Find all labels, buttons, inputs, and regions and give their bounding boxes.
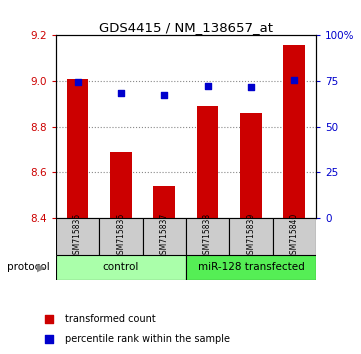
Bar [229, 218, 273, 255]
Point [248, 85, 254, 90]
Title: GDS4415 / NM_138657_at: GDS4415 / NM_138657_at [99, 21, 273, 34]
Text: percentile rank within the sample: percentile rank within the sample [65, 334, 230, 344]
Point [161, 92, 167, 97]
Bar [197, 106, 218, 218]
Bar [283, 45, 305, 218]
Point [205, 83, 210, 88]
Bar [67, 79, 88, 218]
Text: miR-128 transfected: miR-128 transfected [197, 262, 304, 272]
Point [75, 79, 81, 85]
Point [291, 77, 297, 83]
Text: ▶: ▶ [37, 262, 46, 272]
Text: protocol: protocol [7, 262, 50, 272]
Text: GSM715835: GSM715835 [73, 213, 82, 259]
Text: GSM715840: GSM715840 [290, 213, 299, 259]
Bar [99, 218, 143, 255]
Bar [153, 186, 175, 218]
Point [118, 90, 124, 96]
Text: GSM715836: GSM715836 [117, 213, 125, 259]
Bar [186, 218, 229, 255]
Bar [186, 255, 316, 280]
Text: control: control [103, 262, 139, 272]
Text: GSM715838: GSM715838 [203, 213, 212, 259]
Bar [240, 113, 262, 218]
Text: GSM715837: GSM715837 [160, 213, 169, 259]
Point [46, 316, 52, 322]
Bar [56, 255, 186, 280]
Bar [56, 218, 99, 255]
Text: transformed count: transformed count [65, 314, 156, 324]
Bar [273, 218, 316, 255]
Point [46, 337, 52, 342]
Text: GSM715839: GSM715839 [247, 213, 255, 259]
Bar [143, 218, 186, 255]
Bar [110, 152, 132, 218]
